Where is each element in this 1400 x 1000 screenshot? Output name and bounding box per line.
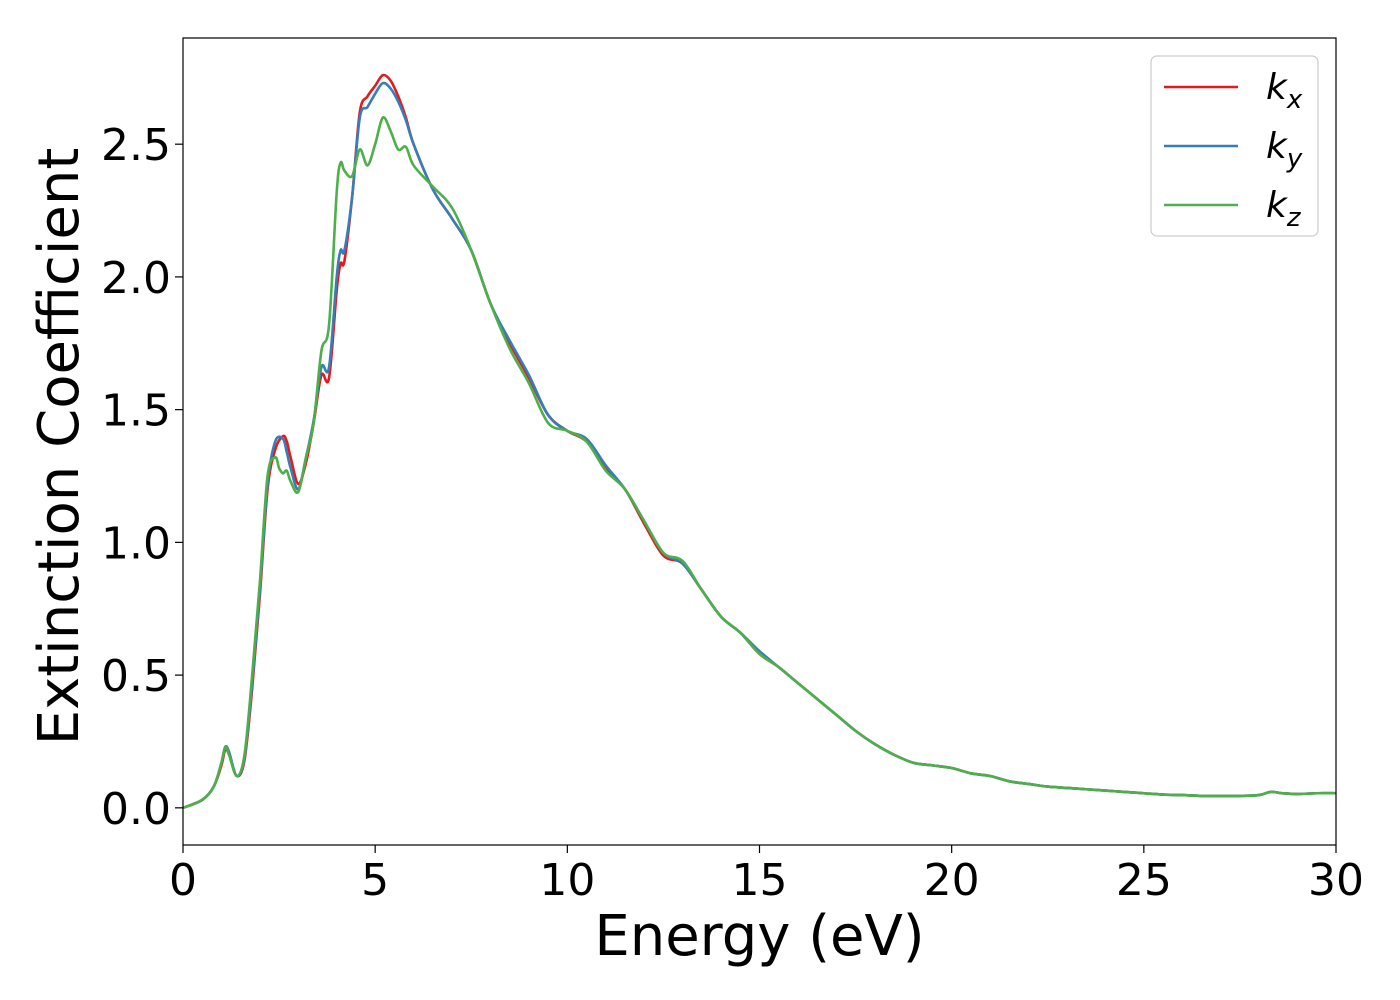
legend-label-main: k (1266, 67, 1289, 108)
x-tick-label: 20 (924, 855, 980, 906)
x-tick-label: 15 (732, 855, 788, 906)
y-tick-label: 1.0 (101, 518, 171, 569)
legend-label-y: ky (1266, 126, 1303, 174)
series-line-z (183, 116, 1336, 810)
legend-label-main: k (1266, 185, 1289, 226)
y-axis-title: Extinction Coefficient (27, 148, 92, 746)
y-tick-label: 0.0 (101, 784, 171, 835)
x-axis-ticks: 0 5 10 15 20 25 30 (169, 845, 1364, 906)
y-tick-label: 2.0 (101, 253, 171, 304)
x-tick-label: 25 (1116, 855, 1172, 906)
x-tick-label: 30 (1308, 855, 1364, 906)
x-tick-label: 0 (169, 855, 197, 906)
y-tick-label: 2.5 (101, 120, 171, 171)
legend-label-z: kz (1266, 185, 1302, 233)
legend-label-subscript: x (1286, 85, 1303, 115)
y-tick-label: 0.5 (101, 651, 171, 702)
legend-label-x: kx (1266, 67, 1303, 115)
y-tick-label: 1.5 (101, 386, 171, 437)
legend-label-subscript: y (1286, 144, 1303, 174)
y-axis-ticks: 0.0 0.5 1.0 1.5 2.0 2.5 (101, 120, 183, 835)
series-layer (183, 73, 1336, 810)
x-axis-title: Energy (eV) (594, 904, 924, 969)
legend-label-main: k (1266, 126, 1289, 167)
x-tick-label: 10 (539, 855, 595, 906)
legend-label-subscript: z (1286, 203, 1302, 233)
x-tick-label: 5 (361, 855, 389, 906)
